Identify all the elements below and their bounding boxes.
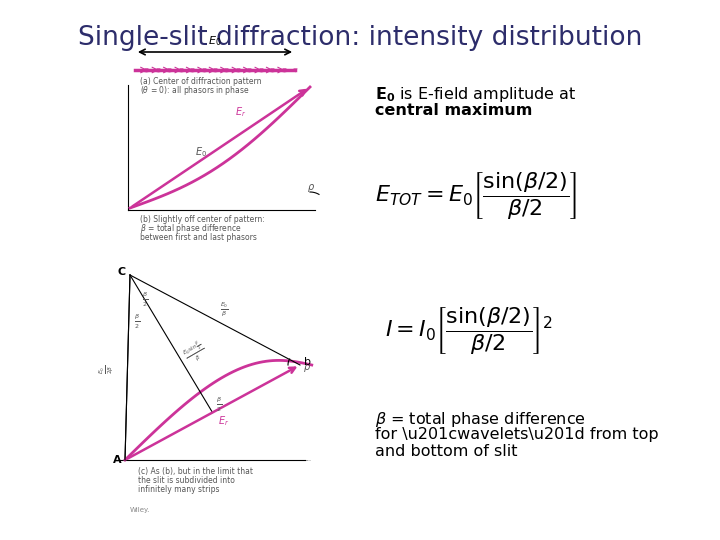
- Text: (b) Slightly off center of pattern:: (b) Slightly off center of pattern:: [140, 215, 265, 224]
- Text: for \u201cwavelets\u201d from top: for \u201cwavelets\u201d from top: [375, 427, 659, 442]
- Text: the slit is subdivided into: the slit is subdivided into: [138, 476, 235, 485]
- Text: $\frac{E_0 \sin\frac{\beta}{2}}{\beta}$: $\frac{E_0 \sin\frac{\beta}{2}}{\beta}$: [180, 338, 210, 367]
- Text: ($\theta$ = 0): all phasors in phase: ($\theta$ = 0): all phasors in phase: [140, 84, 250, 97]
- Text: $\frac{\beta}{2}$: $\frac{\beta}{2}$: [142, 291, 148, 309]
- Text: A: A: [113, 455, 122, 465]
- Text: $\rho$: $\rho$: [303, 362, 311, 374]
- Text: infinitely many strips: infinitely many strips: [138, 485, 220, 494]
- Text: $\rho$: $\rho$: [307, 182, 315, 194]
- Text: $I = I_0\left[\dfrac{\sin(\beta/2)}{\beta/2}\right]^2$: $I = I_0\left[\dfrac{\sin(\beta/2)}{\bet…: [385, 305, 553, 356]
- Text: $\mathbf{E_0}$ is E-field amplitude at: $\mathbf{E_0}$ is E-field amplitude at: [375, 85, 577, 104]
- Text: $\frac{\beta}{2}$: $\frac{\beta}{2}$: [215, 396, 222, 414]
- Text: $\beta$ = total phase difference: $\beta$ = total phase difference: [140, 222, 241, 235]
- Text: $\frac{E_0}{2\beta}$: $\frac{E_0}{2\beta}$: [97, 365, 115, 374]
- Text: $\frac{\beta}{2}$: $\frac{\beta}{2}$: [134, 313, 140, 331]
- Text: $E_{TOT} = E_0\left[\dfrac{\sin(\beta/2)}{\beta/2}\right]$: $E_{TOT} = E_0\left[\dfrac{\sin(\beta/2)…: [375, 170, 577, 221]
- Text: and bottom of slit: and bottom of slit: [375, 444, 518, 459]
- Text: Wiley.: Wiley.: [130, 507, 150, 513]
- Text: $\beta$ = total phase difference: $\beta$ = total phase difference: [375, 410, 586, 429]
- Text: between first and last phasors: between first and last phasors: [140, 233, 257, 242]
- Text: $\frac{E_0}{\beta}$: $\frac{E_0}{\beta}$: [220, 301, 229, 319]
- Text: (a) Center of diffraction pattern: (a) Center of diffraction pattern: [140, 77, 261, 86]
- Text: (c) As (b), but in the limit that: (c) As (b), but in the limit that: [138, 467, 253, 476]
- Text: $E_r$: $E_r$: [217, 415, 229, 428]
- Text: $E_r$: $E_r$: [235, 105, 246, 119]
- Text: $E_0$: $E_0$: [195, 145, 207, 159]
- Text: b: b: [304, 357, 311, 367]
- Text: C: C: [118, 267, 126, 277]
- Text: $E_0$: $E_0$: [208, 34, 222, 48]
- Text: central maximum: central maximum: [375, 103, 532, 118]
- Text: Single-slit diffraction: intensity distribution: Single-slit diffraction: intensity distr…: [78, 25, 642, 51]
